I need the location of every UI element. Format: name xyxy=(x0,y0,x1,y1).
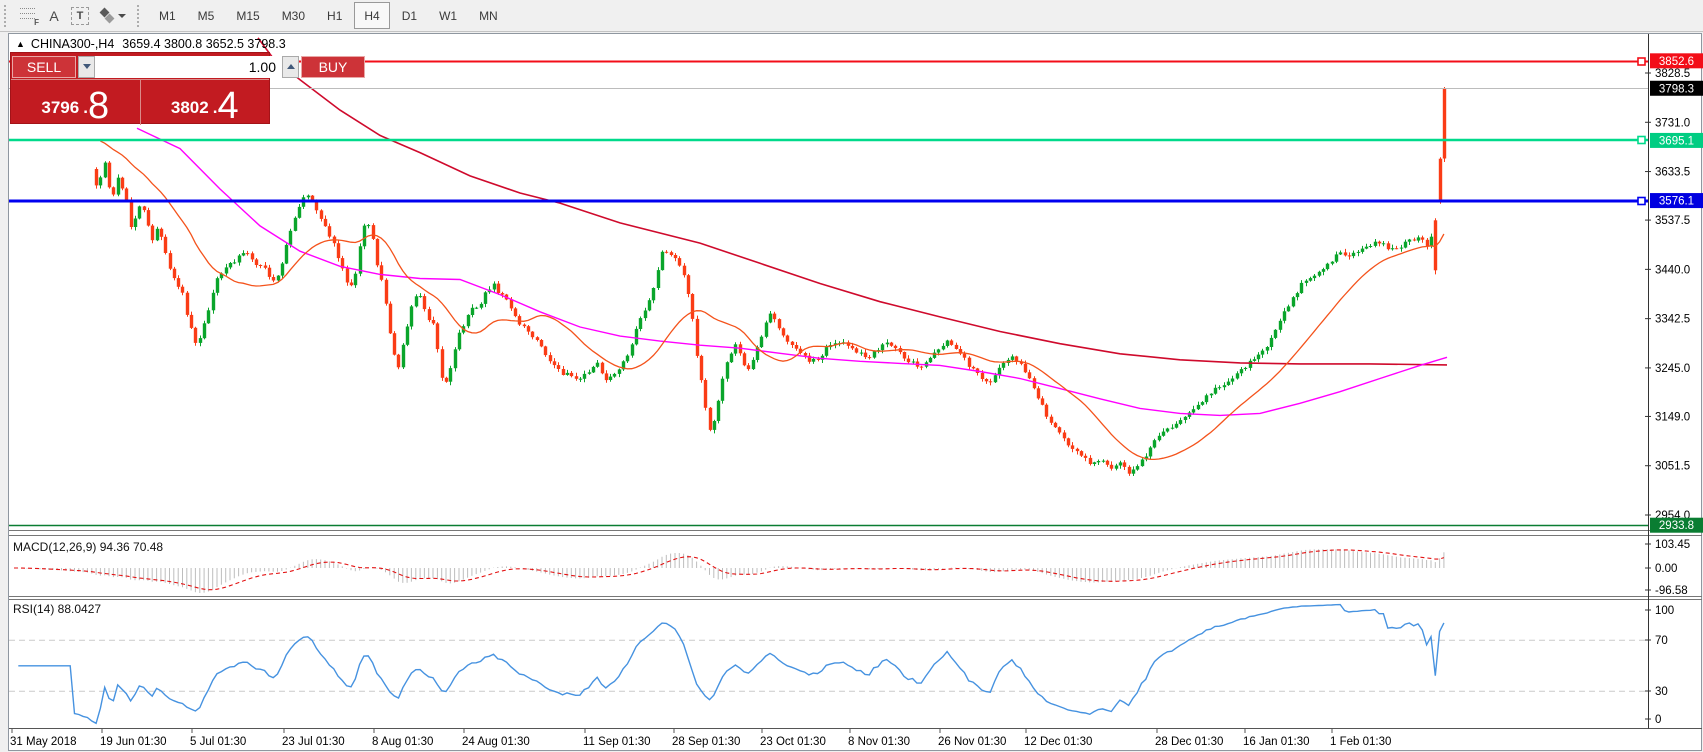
price-badge: 3798.3 xyxy=(1659,83,1694,95)
ohlc-values: 3659.4 3800.8 3652.5 3798.3 xyxy=(122,37,286,51)
sell-button[interactable]: SELL xyxy=(12,55,76,78)
time-axis-label: 8 Aug 01:30 xyxy=(372,736,433,748)
timeframe-button-group: M1 M5 M15 M30 H1 H4 D1 W1 MN xyxy=(148,0,509,31)
time-axis-label: 31 May 2018 xyxy=(10,736,77,748)
sell-price-big-digit: 8 xyxy=(87,85,110,127)
time-axis-label: 5 Jul 01:30 xyxy=(190,736,246,748)
sell-price[interactable]: 3796 . 8 xyxy=(11,80,140,125)
ma-slow-line xyxy=(257,37,1448,366)
sell-price-main: 3796 xyxy=(41,98,80,117)
rsi-axis-label: 30 xyxy=(1655,686,1668,698)
rsi-indicator-label: RSI(14) 88.0427 xyxy=(13,602,101,616)
time-axis-label: 23 Jul 01:30 xyxy=(282,736,345,748)
time-axis-label: 11 Sep 01:30 xyxy=(583,736,651,748)
chart-window xyxy=(8,33,1702,751)
time-axis-label: 19 Jun 01:30 xyxy=(100,736,167,748)
axes: 3828.5 3731.0 3633.5 3537.5 3440.0 3342.5 3245… xyxy=(9,34,1703,729)
macd-axis-label: 103.45 xyxy=(1655,539,1690,551)
volume-increase-button[interactable] xyxy=(282,55,299,78)
collapse-arrow-icon[interactable]: ▲ xyxy=(16,39,25,49)
top-toolbar: F A T M1 M5 M15 M30 H1 H4 D1 W1 MN xyxy=(0,0,1703,32)
buy-button[interactable]: BUY xyxy=(301,55,365,78)
time-axis-label: 28 Dec 01:30 xyxy=(1155,736,1223,748)
text-label-icon[interactable]: T xyxy=(67,3,93,29)
volume-control xyxy=(78,55,299,78)
price-tick-label: 3245.0 xyxy=(1655,363,1690,375)
price-tick-label: 3440.0 xyxy=(1655,264,1690,276)
price-badge: 3576.1 xyxy=(1659,196,1694,208)
tick-grid-icon[interactable]: F xyxy=(15,3,41,29)
macd-axis-label: 0.00 xyxy=(1655,563,1677,575)
macd-panel: MACD(12,26,9) 94.36 70.48 xyxy=(13,540,1445,593)
chart-title-bar: ▲ CHINA300-,H4 3659.4 3800.8 3652.5 3798… xyxy=(16,37,286,51)
time-axis-label: 23 Oct 01:30 xyxy=(760,736,826,748)
time-axis-label: 26 Nov 01:30 xyxy=(938,736,1006,748)
toolbar-grip xyxy=(137,4,142,27)
volume-input[interactable] xyxy=(95,55,282,78)
text-annotation-icon[interactable]: A xyxy=(49,7,59,24)
price-divider xyxy=(139,80,141,125)
price-tick-label: 3149.0 xyxy=(1655,411,1690,423)
price-badge: 3852.6 xyxy=(1659,56,1694,68)
time-axis-label: 24 Aug 01:30 xyxy=(462,736,530,748)
macd-indicator-label: MACD(12,26,9) 94.36 70.48 xyxy=(13,540,163,554)
rsi-axis-label: 100 xyxy=(1655,605,1674,617)
price-tick-label: 3633.5 xyxy=(1655,167,1690,179)
price-level-lines xyxy=(9,57,1648,527)
timeframe-button-m30[interactable]: M30 xyxy=(281,9,306,23)
buy-price-big-digit: 4 xyxy=(217,85,239,127)
macd-axis-label: -96.58 xyxy=(1655,585,1688,597)
buy-price[interactable]: 3802 . 4 xyxy=(141,80,270,125)
timeframe-button-mn[interactable]: MN xyxy=(479,9,498,23)
time-axis-label: 12 Dec 01:30 xyxy=(1024,736,1092,748)
buy-price-point: . xyxy=(212,98,218,117)
buy-price-main: 3802 xyxy=(170,98,209,117)
symbol-timeframe-label: CHINA300-,H4 xyxy=(30,37,115,51)
time-axis-label: 28 Sep 01:30 xyxy=(672,736,740,748)
arrow-up-icon xyxy=(286,64,295,69)
timeframe-button-w1[interactable]: W1 xyxy=(439,9,458,23)
time-axis-label: 16 Jan 01:30 xyxy=(1243,736,1310,748)
toolbar-grip xyxy=(4,4,9,27)
volume-decrease-button[interactable] xyxy=(78,55,95,78)
ma-medium-line xyxy=(136,127,1448,417)
one-click-trading-panel: SELL BUY 3796 . 8 3802 . 4 xyxy=(10,52,365,125)
rsi-axis-label: 70 xyxy=(1655,635,1668,647)
price-badge: 3695.1 xyxy=(1659,135,1694,147)
price-tick-label: 3342.5 xyxy=(1655,314,1690,326)
timeframe-button-m15[interactable]: M15 xyxy=(236,9,260,23)
dropdown-caret-icon xyxy=(117,13,126,18)
timeframe-button-h1[interactable]: H1 xyxy=(327,9,343,23)
price-tick-label: 3051.5 xyxy=(1655,461,1690,473)
rsi-axis-label: 0 xyxy=(1655,714,1661,726)
timeframe-button-m1[interactable]: M1 xyxy=(159,9,176,23)
price-tick-label: 3537.5 xyxy=(1655,215,1690,227)
ma-fast-line xyxy=(100,140,1445,461)
price-tick-label: 3731.0 xyxy=(1655,117,1690,129)
time-axis-label: 8 Nov 01:30 xyxy=(848,736,910,748)
price-badge: 2933.8 xyxy=(1659,520,1694,532)
arrow-down-icon xyxy=(82,64,91,69)
time-axis: 31 May 2018 19 Jun 01:30 5 Jul 01:30 23 Jul… xyxy=(10,729,1391,748)
time-axis-label: 1 Feb 01:30 xyxy=(1330,736,1391,748)
timeframe-button-d1[interactable]: D1 xyxy=(401,9,418,23)
price-tick-label: 3828.5 xyxy=(1655,68,1690,80)
rsi-panel: RSI(14) 88.0427 xyxy=(9,602,1648,725)
sell-price-point: . xyxy=(83,98,88,117)
timeframe-button-m5[interactable]: M5 xyxy=(197,9,215,23)
shapes-arrows-icon[interactable] xyxy=(93,3,133,29)
candles xyxy=(94,87,1447,476)
timeframe-button-h4[interactable]: H4 xyxy=(354,2,390,29)
